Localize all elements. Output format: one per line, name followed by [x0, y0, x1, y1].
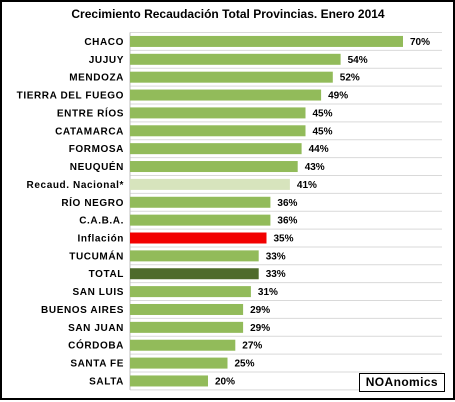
category-label: CHACO	[84, 37, 124, 48]
bar-entre-ríos	[130, 107, 306, 119]
category-label: SALTA	[89, 376, 124, 387]
category-label: SAN LUIS	[73, 287, 124, 298]
category-label: CÓRDOBA	[68, 339, 124, 352]
category-label: SANTA FE	[70, 359, 124, 370]
value-label: 54%	[348, 55, 368, 66]
category-label: RÍO NEGRO	[61, 196, 124, 209]
category-label: JUJUY	[89, 55, 124, 66]
category-label: C.A.B.A.	[79, 216, 124, 227]
value-label: 36%	[277, 198, 297, 209]
bar-buenos-aires	[130, 303, 244, 315]
bar-neuquén	[130, 161, 298, 173]
bar-córdoba	[130, 339, 236, 351]
bar-salta	[130, 375, 208, 387]
bars	[130, 35, 403, 387]
value-label: 36%	[277, 216, 297, 227]
bar-mendoza	[130, 71, 333, 83]
value-label: 33%	[266, 251, 286, 262]
bar-c-a-b-a	[130, 214, 271, 226]
category-label: TIERRA DEL FUEGO	[17, 91, 124, 102]
category-label: MENDOZA	[69, 73, 124, 84]
bar-catamarca	[130, 125, 306, 137]
value-label: 41%	[297, 180, 317, 191]
value-label: 33%	[266, 269, 286, 280]
value-label: 49%	[328, 91, 348, 102]
bar-chaco	[130, 35, 403, 47]
value-label: 29%	[250, 323, 270, 334]
value-label: 20%	[215, 376, 235, 387]
bar-total	[130, 268, 259, 280]
value-label: 44%	[309, 144, 329, 155]
bar-recaud-nacional	[130, 178, 290, 190]
value-label: 45%	[313, 108, 333, 119]
category-label: SAN JUAN	[68, 323, 124, 334]
category-label: TUCUMÁN	[69, 249, 124, 262]
category-label: CATAMARCA	[55, 126, 124, 137]
gridlines	[129, 32, 442, 391]
category-label: Inflación	[77, 234, 124, 245]
watermark-logo: NOAnomics	[358, 373, 445, 392]
bar-santa-fe	[130, 357, 228, 369]
bar-tierra-del-fuego	[130, 89, 322, 101]
bar-san-luis	[130, 286, 251, 298]
bar-san-juan	[130, 321, 244, 333]
category-label: BUENOS AIRES	[41, 305, 124, 316]
bar-inflación	[130, 232, 267, 244]
value-label: 35%	[274, 234, 294, 245]
category-label: TOTAL	[89, 269, 124, 280]
value-label: 45%	[313, 126, 333, 137]
category-label: ENTRE RÍOS	[57, 106, 124, 119]
bar-tucumán	[130, 250, 259, 262]
value-label: 43%	[305, 162, 325, 173]
labels: CHACO 70% JUJUY 54% MENDOZA 52% TIERRA DEL FUE…	[17, 37, 431, 388]
category-label: Recaud. Nacional*	[27, 180, 124, 191]
value-label: 31%	[258, 287, 278, 298]
category-label: FORMOSA	[69, 144, 124, 155]
bar-formosa	[130, 143, 302, 155]
bar-jujuy	[130, 53, 341, 65]
value-label: 27%	[242, 341, 262, 352]
value-label: 29%	[250, 305, 270, 316]
value-label: 25%	[235, 359, 255, 370]
category-label: NEUQUÉN	[70, 160, 124, 173]
chart-title: Crecimiento Recaudación Total Provincias…	[71, 7, 385, 21]
value-label: 70%	[410, 37, 430, 48]
bar-río-negro	[130, 196, 271, 208]
value-label: 52%	[340, 73, 360, 84]
